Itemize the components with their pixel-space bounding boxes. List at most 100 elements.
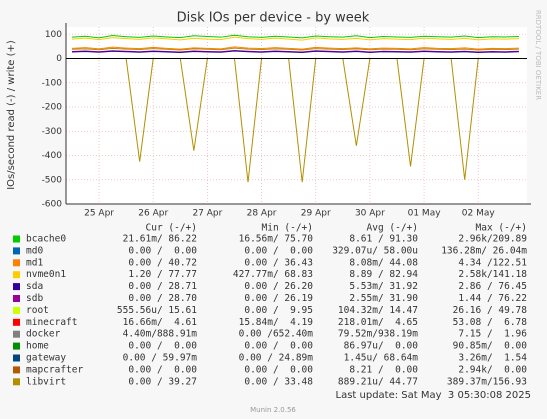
legend-value: 0.00 / 0.00 (244, 364, 313, 375)
legend-name: docker (26, 329, 61, 340)
legend-name: minecraft (26, 317, 77, 328)
chart-title: Disk IOs per device - by week (177, 11, 370, 26)
legend-value: 53.08 / 6.78 (453, 317, 528, 328)
legend-name: bcache0 (26, 234, 66, 245)
legend-swatch (13, 354, 20, 362)
legend-value: 0.00 / 0.00 (244, 245, 313, 256)
x-tick-label: 29 Apr (301, 209, 331, 219)
legend-value: 0.00 / 0.00 (128, 245, 197, 256)
legend-name: sda (26, 281, 43, 292)
x-tick-label: 25 Apr (84, 209, 114, 219)
legend-value: 427.77m/ 68.83 (233, 269, 313, 280)
legend-value: 0.00 /652.40m (239, 329, 314, 340)
legend-value: 0.00 / 9.95 (244, 305, 313, 316)
legend-value: 1.45u/ 68.64m (344, 353, 419, 364)
legend-swatch (13, 235, 20, 243)
legend-name: mapcrafter (26, 364, 83, 375)
x-tick-label: 02 May (462, 209, 496, 219)
legend-value: 8.61 / 91.30 (349, 234, 418, 245)
legend-value: 555.56u/ 15.61 (117, 305, 197, 316)
legend-name: gateway (26, 353, 66, 364)
write-line (71, 34, 519, 39)
legend-value: 8.08m/ 44.08 (349, 257, 418, 268)
legend-name: sdb (26, 293, 43, 304)
legend-value: 90.85m/ 0.00 (453, 341, 528, 352)
legend-value: 0.00 / 26.20 (244, 281, 313, 292)
legend-value: 2.86 / 76.45 (458, 281, 527, 292)
y-tick-label: -400 (42, 151, 63, 161)
x-tick-label: 27 Apr (192, 209, 222, 219)
legend-value: 26.16 / 49.78 (453, 305, 528, 316)
legend-value: 0.00 / 39.27 (128, 376, 197, 387)
legend-value: 15.84m/ 4.19 (239, 317, 314, 328)
legend-swatch (13, 247, 20, 255)
column-header: Cur (-/+) (146, 223, 197, 234)
write-line (71, 50, 519, 53)
write-line (71, 47, 519, 51)
y-tick-label: -600 (42, 200, 63, 210)
legend-value: 79.52m/938.19m (338, 329, 418, 340)
legend-name: md1 (26, 257, 43, 268)
legend-value: 2.94k/ 0.00 (458, 364, 527, 375)
legend-value: 0.00 / 0.00 (128, 341, 197, 352)
legend-swatch (13, 366, 20, 374)
legend-swatch (13, 330, 20, 338)
column-header: Min (-/+) (262, 223, 313, 234)
legend-value: 0.00 / 0.00 (128, 364, 197, 375)
legend-value: 0.00 / 26.19 (244, 293, 313, 304)
y-tick-label: -200 (42, 103, 63, 113)
legend-swatch (13, 306, 20, 314)
write-line (71, 46, 519, 50)
legend-value: 136.28m/ 26.04m (441, 245, 527, 256)
y-tick-label: -100 (42, 78, 63, 88)
legend-value: 218.01m/ 4.65 (338, 317, 418, 328)
legend-name: root (26, 305, 49, 316)
legend-value: 0.00 / 40.72 (128, 257, 197, 268)
legend-swatch (13, 318, 20, 326)
y-tick-label: 100 (45, 30, 62, 40)
legend-value: 0.00 / 33.48 (244, 376, 313, 387)
legend-swatch (13, 342, 20, 350)
y-tick-label: 0 (56, 54, 62, 64)
legend-value: 389.37m/156.93 (447, 376, 527, 387)
legend-name: home (26, 341, 49, 352)
legend-value: 0.00 / 28.71 (128, 281, 197, 292)
legend-value: 3.26m/ 1.54 (458, 353, 527, 364)
legend-value: 104.32m/ 14.47 (338, 305, 418, 316)
legend-value: 21.61m/ 86.22 (123, 234, 197, 245)
legend-value: 0.00 / 36.43 (244, 257, 313, 268)
last-update: Last update: Sat May 3 05:30:08 2025 (336, 390, 531, 401)
legend-swatch (13, 271, 20, 279)
legend-value: 889.21u/ 44.77 (338, 376, 418, 387)
legend-value: 0.00 / 28.70 (128, 293, 197, 304)
legend-name: nvme0n1 (26, 269, 66, 280)
legend-value: 16.56m/ 75.70 (239, 234, 314, 245)
legend-value: 86.97u/ 0.00 (344, 341, 419, 352)
plot-area (66, 27, 527, 204)
legend-value: 4.34 /122.51 (458, 257, 527, 268)
write-line (71, 36, 519, 41)
y-tick-label: -300 (42, 127, 63, 137)
legend-name: md0 (26, 245, 43, 256)
legend-value: 8.21 / 0.00 (349, 364, 418, 375)
x-tick-label: 01 May (408, 209, 442, 219)
column-header: Max (-/+) (476, 223, 527, 234)
legend-value: 0.00 / 24.89m (239, 353, 314, 364)
x-tick-label: 30 Apr (355, 209, 385, 219)
y-tick-label: -500 (42, 175, 63, 185)
legend-swatch (13, 295, 20, 302)
x-tick-label: 28 Apr (247, 209, 277, 219)
legend-value: 4.40m/888.91m (123, 329, 198, 340)
legend-value: 2.58k/141.18 (458, 269, 527, 280)
legend-name: libvirt (26, 376, 66, 387)
legend-value: 16.66m/ 4.61 (123, 317, 198, 328)
x-tick-label: 26 Apr (138, 209, 168, 219)
legend-value: 329.07u/ 58.00u (332, 245, 418, 256)
legend-swatch (13, 283, 20, 291)
legend-value: 2.96k/209.89 (458, 234, 527, 245)
legend-value: 1.20 / 77.77 (128, 269, 197, 280)
legend-value: 0.00 / 59.97m (123, 353, 198, 364)
legend-value: 5.53m/ 31.92 (349, 281, 418, 292)
legend-swatch (13, 378, 20, 386)
